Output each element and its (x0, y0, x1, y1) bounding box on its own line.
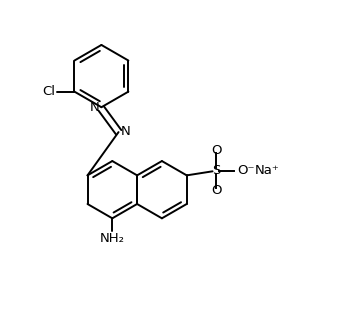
Text: N: N (120, 125, 130, 138)
Text: Cl: Cl (43, 85, 55, 98)
Text: N: N (90, 101, 99, 114)
Text: O: O (211, 184, 221, 198)
Text: O⁻: O⁻ (237, 164, 255, 177)
Text: S: S (212, 164, 220, 177)
Text: Na⁺: Na⁺ (255, 164, 279, 177)
Text: NH₂: NH₂ (100, 232, 125, 245)
Text: O: O (211, 144, 221, 157)
